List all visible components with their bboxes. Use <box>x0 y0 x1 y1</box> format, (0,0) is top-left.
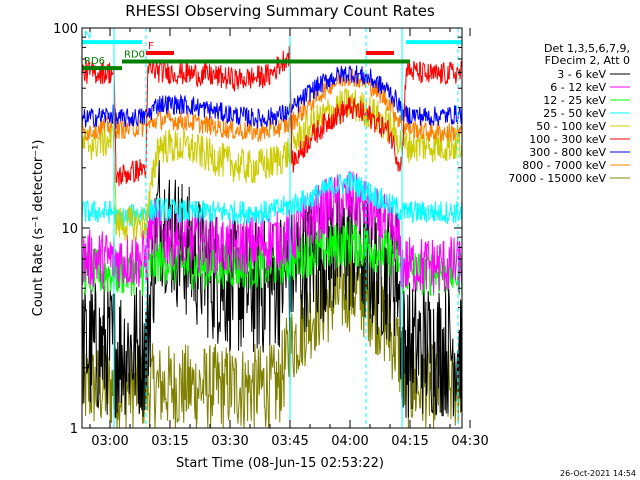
x-tick-label: 03:15 <box>151 434 188 449</box>
flag-label: N <box>84 30 91 41</box>
x-tick-label: 04:00 <box>331 434 368 449</box>
legend-entry-label: 6 - 12 keV <box>550 81 606 94</box>
legend-entry-label: 3 - 6 keV <box>557 68 606 81</box>
x-tick-label: 03:30 <box>211 434 248 449</box>
x-tick-label: 03:00 <box>91 434 128 449</box>
chart-title: RHESSI Observing Summary Count Rates <box>125 2 435 20</box>
legend-header: FDecim 2, Att 0 <box>545 54 630 67</box>
flag-label: RD0 <box>124 49 145 60</box>
y-tick-label: 1 <box>70 422 78 437</box>
legend-header: Det 1,3,5,6,7,9, <box>544 42 630 55</box>
y-tick-label: 100 <box>53 22 78 37</box>
flag-bar <box>146 50 174 55</box>
series-line-300-800keV <box>81 65 463 129</box>
x-tick-label: 04:30 <box>451 434 488 449</box>
x-tick-label: 03:45 <box>271 434 308 449</box>
legend-entry-label: 25 - 50 keV <box>543 107 606 120</box>
legend-entry-label: 300 - 800 keV <box>529 146 606 159</box>
flag-label: F <box>148 41 154 52</box>
flag-bar <box>122 59 410 64</box>
y-tick-label: 10 <box>61 222 78 237</box>
legend-entry-label: 7000 - 15000 keV <box>508 172 606 185</box>
legend-entry-label: 12 - 25 keV <box>543 94 606 107</box>
legend-entry-label: 100 - 300 keV <box>529 133 606 146</box>
legend-entry-label: 50 - 100 keV <box>536 120 606 133</box>
series-line-3-6keV <box>81 159 463 419</box>
flag-bar <box>406 40 462 45</box>
legend-entry-label: 800 - 7000 keV <box>522 159 606 172</box>
x-tick-label: 04:15 <box>391 434 428 449</box>
x-axis-label: Start Time (08-Jun-15 02:53:22) <box>176 456 384 471</box>
flag-bar <box>366 50 394 55</box>
flag-bar <box>82 40 142 45</box>
series-line-25-50keV <box>81 171 463 231</box>
flag-bar <box>82 66 122 71</box>
flag-label: RD6 <box>84 56 105 67</box>
y-axis-label: Count Rate (s⁻¹ detector⁻¹) <box>31 140 46 317</box>
timestamp: 26-Oct-2021 14:54 <box>560 469 636 478</box>
legend: Det 1,3,5,6,7,9,FDecim 2, Att 03 - 6 keV… <box>508 42 630 185</box>
